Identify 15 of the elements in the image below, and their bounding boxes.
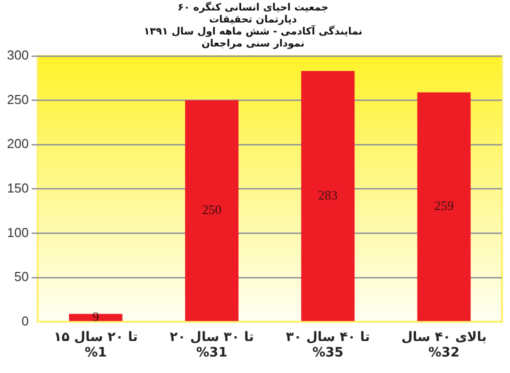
y-tick-label: 150: [6, 180, 29, 196]
y-tick-label: 300: [6, 48, 29, 63]
y-tick-label: 100: [6, 224, 29, 240]
chart-subtitle: دپارتمان تحقیقات نمایندگی آکادمی - شش ماهه اول سال ۱۳۹۱ نمودار سنی مراجعان: [144, 14, 362, 50]
y-tick-label: 250: [6, 92, 29, 107]
bar: [301, 71, 355, 322]
chart-title: جمعیت احیای انسانی کنگره ۶۰: [178, 0, 328, 14]
data-label: 283: [318, 187, 338, 202]
bar: [417, 92, 471, 322]
bar: [185, 100, 239, 322]
y-tick-label: 0: [21, 313, 29, 328]
y-tick-label: 200: [6, 136, 29, 152]
data-label: 259: [434, 198, 454, 214]
data-label: 250: [202, 202, 222, 218]
y-tick-label: 50: [14, 269, 29, 284]
